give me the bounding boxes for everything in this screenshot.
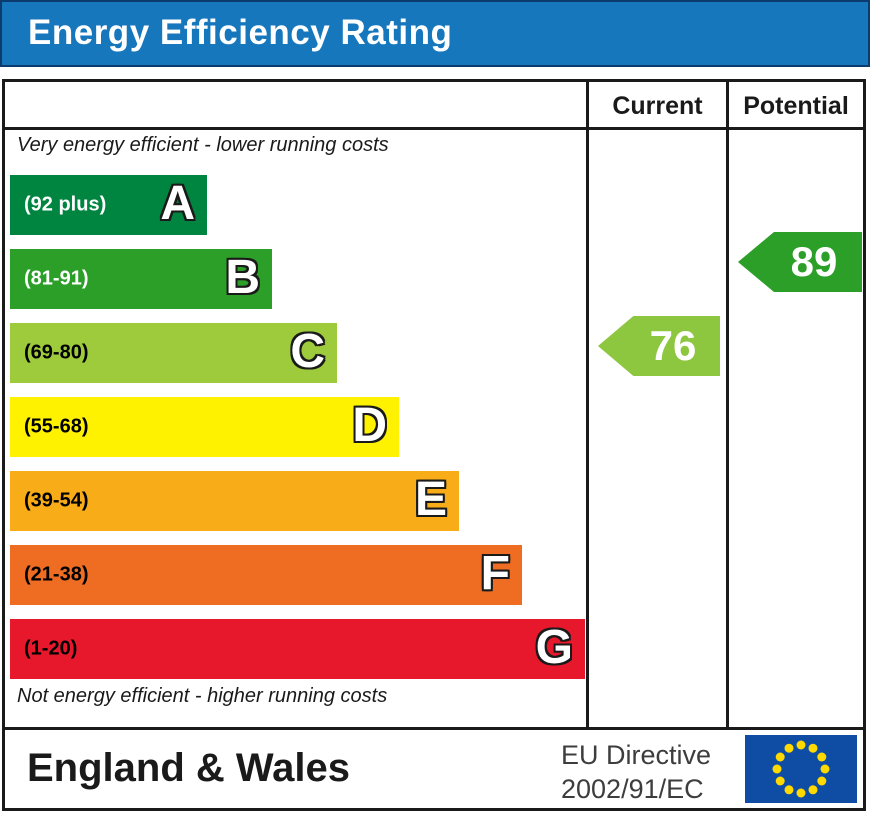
band-a-range: (92 plus) bbox=[24, 193, 107, 216]
band-b-letter: B bbox=[225, 251, 260, 305]
band-c-letter: C bbox=[290, 325, 325, 379]
current-rating-value: 76 bbox=[649, 322, 697, 369]
band-c-range: (69-80) bbox=[24, 341, 89, 364]
band-e-range: (39-54) bbox=[24, 489, 89, 512]
band-f-range: (21-38) bbox=[24, 563, 89, 586]
band-a-letter: A bbox=[160, 177, 195, 231]
band-e-letter: E bbox=[414, 473, 447, 527]
eu-directive-line2: 2002/91/EC bbox=[561, 774, 704, 804]
eu-flag-icon bbox=[745, 735, 857, 803]
current-rating-arrow: 76 bbox=[598, 316, 720, 376]
footer-divider-line bbox=[5, 727, 863, 730]
column-header-current: Current bbox=[612, 92, 703, 120]
rating-table: Current Potential Very energy efficient … bbox=[2, 79, 866, 811]
eu-directive-line1: EU Directive bbox=[561, 740, 712, 770]
current-column-divider bbox=[586, 82, 589, 730]
band-f: (21-38) F bbox=[10, 545, 522, 605]
top-note: Very energy efficient - lower running co… bbox=[17, 134, 389, 156]
column-header-potential: Potential bbox=[743, 92, 849, 120]
band-b: (81-91) B bbox=[10, 249, 272, 309]
band-a: (92 plus) A bbox=[10, 175, 207, 235]
header-divider-line bbox=[5, 127, 863, 130]
band-d-range: (55-68) bbox=[24, 415, 89, 438]
band-d: (55-68) D bbox=[10, 397, 399, 457]
band-f-letter: F bbox=[480, 547, 510, 601]
band-e: (39-54) E bbox=[10, 471, 459, 531]
page-title: Energy Efficiency Rating bbox=[28, 13, 453, 52]
potential-rating-arrow: 89 bbox=[738, 232, 862, 292]
band-d-letter: D bbox=[352, 399, 387, 453]
band-g-letter: G bbox=[535, 621, 573, 675]
band-g: (1-20) G bbox=[10, 619, 585, 679]
band-b-range: (81-91) bbox=[24, 267, 89, 290]
title-bar: Energy Efficiency Rating bbox=[0, 0, 870, 67]
potential-rating-value: 89 bbox=[790, 238, 838, 285]
region-label: England & Wales bbox=[27, 746, 351, 790]
band-c: (69-80) C bbox=[10, 323, 337, 383]
potential-column-divider bbox=[726, 82, 729, 730]
eu-directive-label: EU Directive 2002/91/EC bbox=[561, 738, 711, 806]
band-g-range: (1-20) bbox=[24, 637, 78, 660]
bottom-note: Not energy efficient - higher running co… bbox=[17, 685, 388, 707]
